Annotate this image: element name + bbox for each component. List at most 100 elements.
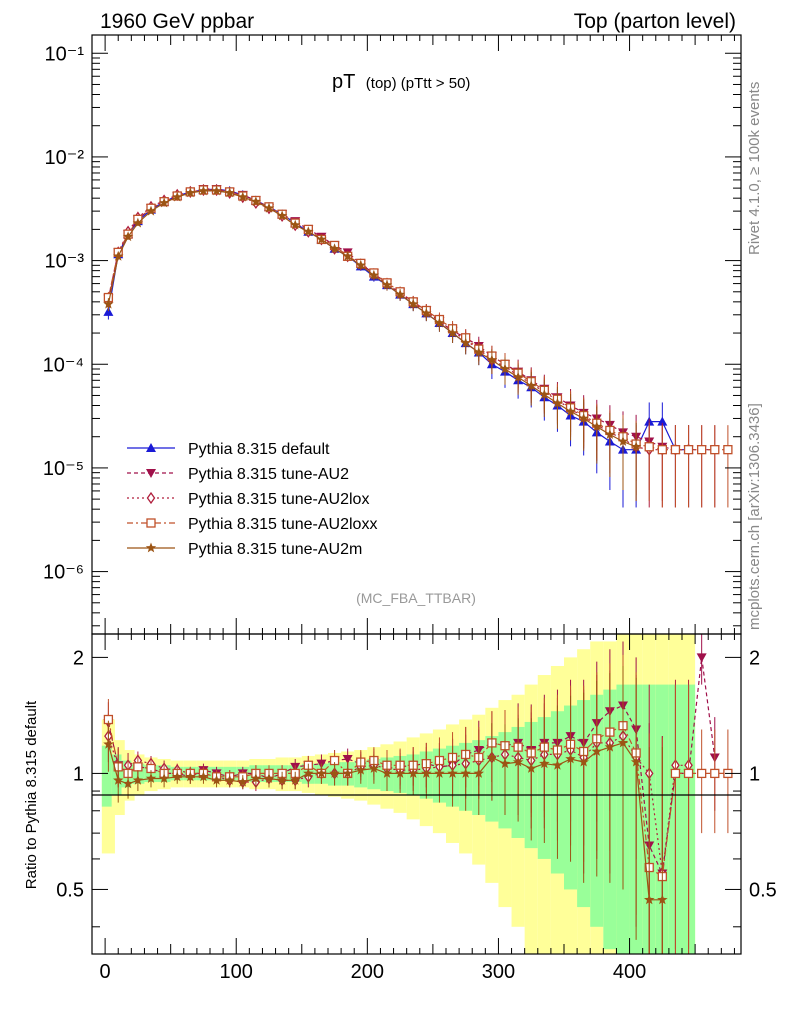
ratio-point bbox=[211, 774, 222, 785]
data-point bbox=[526, 380, 537, 391]
ratio-point bbox=[342, 754, 353, 764]
ratio-point bbox=[263, 773, 275, 783]
data-point bbox=[172, 191, 183, 202]
plot-title: pT (top) (pTtt > 50) bbox=[332, 71, 470, 93]
ratio-point bbox=[604, 741, 616, 752]
series-line-au2 bbox=[107, 188, 715, 451]
ratio-point bbox=[394, 767, 406, 778]
legend-entry-au2: Pythia 8.315 tune-AU2 bbox=[127, 466, 349, 483]
header-right-label: Top (parton level) bbox=[574, 10, 736, 33]
ratio-point bbox=[473, 767, 484, 778]
ratio-axis-ticks: 0 100 200 300 400 2 2 1 1 0.5 0.5 bbox=[56, 35, 777, 983]
ratio-point bbox=[526, 763, 537, 773]
data-point bbox=[250, 196, 262, 207]
data-point bbox=[710, 445, 720, 455]
series-au2lox bbox=[104, 183, 693, 508]
data-point bbox=[381, 279, 393, 290]
series-line-au2loxx bbox=[107, 189, 728, 451]
plot-title-main: pT bbox=[332, 71, 355, 93]
y-tick-label: 10⁻⁴ bbox=[43, 354, 84, 376]
ratio-point bbox=[250, 773, 262, 783]
ratio-point bbox=[657, 894, 668, 905]
y-tick-label: 10⁻² bbox=[45, 147, 85, 169]
header-left-label: 1960 GeV ppbar bbox=[100, 10, 254, 33]
data-point bbox=[316, 233, 327, 244]
data-point bbox=[355, 259, 366, 270]
ratio-point bbox=[237, 776, 248, 787]
data-point bbox=[103, 298, 114, 309]
legend-marker bbox=[146, 443, 156, 452]
ratio-point bbox=[122, 778, 134, 789]
ratio-y-tick-label-right: 1 bbox=[749, 763, 760, 785]
data-point bbox=[158, 197, 170, 208]
data-point bbox=[185, 187, 196, 198]
rivet-version-label: Rivet 4.1.0, ≥ 100k events bbox=[746, 82, 763, 255]
data-point bbox=[421, 307, 432, 318]
ratio-point bbox=[368, 763, 380, 773]
data-point bbox=[290, 219, 301, 230]
data-point bbox=[434, 317, 445, 328]
analysis-watermark: (MC_FBA_TTBAR) bbox=[356, 590, 476, 606]
ratio-point bbox=[539, 758, 550, 769]
legend-marker bbox=[146, 469, 156, 478]
legend-entry-au2loxx: Pythia 8.315 tune-AU2loxx bbox=[127, 516, 377, 533]
legend-label: Pythia 8.315 tune-AU2m bbox=[188, 541, 362, 558]
ratio-point bbox=[460, 767, 471, 778]
data-point bbox=[670, 445, 681, 455]
data-point bbox=[617, 436, 629, 446]
data-point bbox=[329, 243, 340, 254]
data-point bbox=[394, 289, 406, 299]
y-tick-label: 10⁻⁶ bbox=[43, 562, 84, 584]
ratio-point bbox=[132, 774, 144, 785]
data-point bbox=[211, 185, 222, 196]
series-default bbox=[103, 184, 694, 508]
ratio-point bbox=[355, 764, 366, 775]
ratio-point bbox=[198, 771, 209, 782]
ratio-y-axis-label: Ratio to Pythia 8.315 default bbox=[23, 700, 40, 889]
ratio-point bbox=[185, 771, 196, 782]
x-tick-label: 100 bbox=[220, 961, 253, 983]
data-point bbox=[198, 185, 209, 196]
data-point bbox=[237, 191, 248, 202]
legend-marker bbox=[146, 518, 156, 528]
data-point bbox=[303, 226, 314, 237]
data-point bbox=[342, 250, 353, 261]
ratio-point bbox=[486, 752, 498, 762]
legend-marker bbox=[146, 491, 156, 505]
x-tick-label: 400 bbox=[613, 961, 646, 983]
data-point bbox=[539, 389, 550, 399]
ratio-point bbox=[578, 756, 589, 767]
legend-entry-au2m: Pythia 8.315 tune-AU2m bbox=[127, 541, 362, 558]
ratio-point bbox=[447, 767, 458, 778]
x-tick-label: 200 bbox=[351, 961, 384, 983]
data-point bbox=[486, 354, 498, 365]
data-point bbox=[499, 363, 511, 374]
data-point bbox=[132, 217, 144, 228]
ratio-point bbox=[552, 759, 563, 770]
data-point bbox=[447, 327, 458, 338]
mcplots-label: mcplots.cern.ch [arXiv:1306.3436] bbox=[746, 403, 763, 630]
ratio-point bbox=[303, 767, 314, 778]
ratio-point bbox=[133, 762, 143, 772]
ratio-point bbox=[145, 773, 157, 783]
ratio-point bbox=[381, 767, 393, 778]
data-point bbox=[630, 441, 642, 452]
ratio-point bbox=[512, 756, 524, 767]
data-point bbox=[591, 421, 602, 432]
data-point bbox=[565, 406, 576, 416]
data-point bbox=[473, 346, 484, 357]
data-point bbox=[122, 231, 134, 242]
ratio-plot-frame bbox=[91, 633, 742, 955]
ratio-point bbox=[421, 767, 432, 778]
ratio-point bbox=[316, 767, 327, 778]
ratio-point bbox=[499, 758, 511, 769]
legend-label: Pythia 8.315 tune-AU2lox bbox=[188, 491, 369, 508]
data-point bbox=[657, 416, 668, 426]
data-point bbox=[145, 205, 157, 216]
series-au2loxx bbox=[103, 185, 733, 508]
ratio-point bbox=[329, 767, 340, 778]
ratio-point bbox=[158, 773, 170, 783]
data-point bbox=[657, 445, 667, 455]
data-point bbox=[683, 445, 694, 455]
